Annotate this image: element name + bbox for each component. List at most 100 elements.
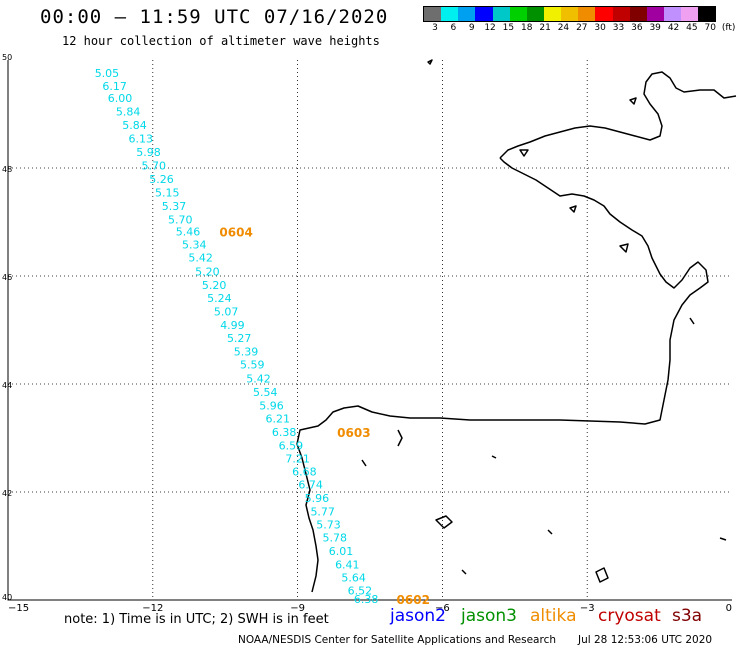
footnote: note: 1) Time is in UTC; 2) SWH is in fe…	[64, 612, 329, 627]
wave-height-value: 5.07	[214, 306, 239, 319]
wave-height-value: 5.34	[182, 239, 207, 252]
wave-height-value: 6.21	[266, 413, 291, 426]
scale-swatch	[612, 7, 630, 21]
longitude-label: 0	[726, 603, 732, 614]
wave-height-value: 5.46	[176, 226, 201, 239]
wave-height-value: 5.64	[341, 571, 366, 584]
wave-height-value: 5.78	[323, 531, 348, 544]
river	[397, 429, 403, 447]
axis-labels: −15 −12 −9 −6 −3 0 50 48 46 44 42 40	[2, 53, 732, 614]
scale-swatch	[663, 7, 682, 21]
page-subtitle: 12 hour collection of altimeter wave hei…	[62, 34, 380, 48]
scale-label: 42	[667, 23, 680, 33]
river	[689, 317, 695, 325]
longitude-label: −15	[8, 603, 29, 614]
wave-height-value: 6.68	[292, 465, 317, 478]
scale-label: 18	[521, 23, 533, 33]
wave-height-value: 5.98	[136, 146, 161, 159]
credit-date: Jul 28 12:53:06 UTC 2020	[578, 634, 713, 646]
wave-height-value: 5.05	[95, 67, 120, 80]
coastline	[296, 59, 737, 593]
color-scale-labels: 3 6 9 12 15 18 21 24 27 30 33 36 39 42 45 70 (ft)	[423, 23, 735, 35]
scale-label: 45	[686, 23, 698, 33]
scale-swatch	[441, 7, 459, 21]
wave-height-value: 5.59	[240, 359, 265, 372]
scale-label: 39	[649, 23, 661, 33]
wave-height-value: 6.74	[298, 478, 323, 491]
longitude-label: −9	[290, 603, 305, 614]
scale-swatch	[646, 7, 664, 21]
island	[427, 59, 433, 65]
island	[435, 515, 453, 529]
wave-height-value: 5.54	[253, 386, 278, 399]
time-label: 0602	[397, 593, 430, 607]
latitude-label: 46	[2, 273, 12, 282]
river	[361, 459, 367, 467]
scale-label: 36	[631, 23, 643, 33]
river	[719, 537, 727, 541]
wave-height-value: 6.00	[108, 92, 133, 105]
satellite-altika: altika	[530, 606, 577, 626]
wave-height-value: 5.37	[162, 200, 187, 213]
wave-height-value: 5.26	[149, 173, 174, 186]
scale-label: 27	[576, 23, 588, 33]
scale-swatch	[561, 7, 579, 21]
wave-height-value: 6.59	[279, 440, 304, 453]
scale-label: 24	[557, 23, 570, 33]
map-frame	[7, 60, 732, 601]
satellite-s3a: s3a	[672, 606, 703, 626]
wave-height-value: 5.39	[234, 346, 259, 359]
page-title: 00:00 – 11:59 UTC 07/16/2020	[40, 6, 389, 28]
wave-height-value: 5.24	[207, 292, 232, 305]
wave-height-value: 5.70	[142, 159, 167, 172]
wave-height-value: 6.41	[335, 558, 360, 571]
wave-height-value: 5.42	[188, 252, 213, 265]
scale-swatch	[543, 7, 562, 21]
wave-height-value: 6.13	[128, 132, 153, 145]
wave-height-value: 5.84	[122, 119, 147, 132]
scale-label: 9	[468, 23, 475, 33]
wave-height-value: 5.20	[202, 279, 227, 292]
color-scale-swatches	[423, 6, 717, 22]
scale-label: 21	[539, 23, 551, 33]
island	[629, 97, 637, 105]
scale-label: 12	[484, 23, 496, 33]
wave-height-value: 5.73	[316, 518, 341, 531]
scale-swatch	[681, 7, 699, 21]
scale-swatch	[578, 7, 596, 21]
satellite-jason3: jason3	[461, 606, 517, 626]
latitude-label: 48	[2, 165, 12, 174]
altimeter-track: 5.056.176.005.845.846.135.985.705.265.15…	[95, 67, 430, 607]
scale-label: 6	[450, 23, 457, 33]
wave-height-value: 5.20	[195, 266, 220, 279]
scale-label: 15	[502, 23, 515, 33]
island	[595, 567, 609, 583]
scale-swatch	[698, 7, 716, 21]
credit-line: NOAA/NESDIS Center for Satellite Applica…	[238, 634, 556, 646]
latitude-label: 42	[2, 489, 12, 498]
scale-label: 30	[594, 23, 606, 33]
island	[569, 205, 577, 213]
scale-label: 70	[704, 23, 716, 33]
scale-swatch	[526, 7, 544, 21]
river	[491, 455, 497, 459]
satellite-cryosat: cryosat	[598, 606, 661, 626]
scale-swatch	[509, 7, 527, 21]
map-graticule	[7, 60, 732, 601]
wave-height-value: 4.99	[220, 319, 245, 332]
river	[461, 569, 467, 575]
wave-height-value: 6.01	[329, 545, 354, 558]
scale-label: (ft)	[721, 23, 736, 33]
wave-height-value: 6.17	[102, 80, 127, 93]
wave-height-value: 5.15	[155, 186, 180, 199]
wave-height-value: 7.21	[285, 453, 310, 466]
time-label: 0604	[219, 226, 252, 240]
wave-height-value: 5.70	[168, 213, 193, 226]
river	[547, 529, 553, 535]
latitude-label: 40	[2, 593, 12, 602]
wave-height-value: 5.96	[259, 400, 284, 413]
island	[619, 243, 629, 253]
brittany-coastline	[499, 71, 737, 159]
iberia-coastline	[296, 157, 709, 593]
wave-height-value: 6.52	[348, 584, 373, 597]
